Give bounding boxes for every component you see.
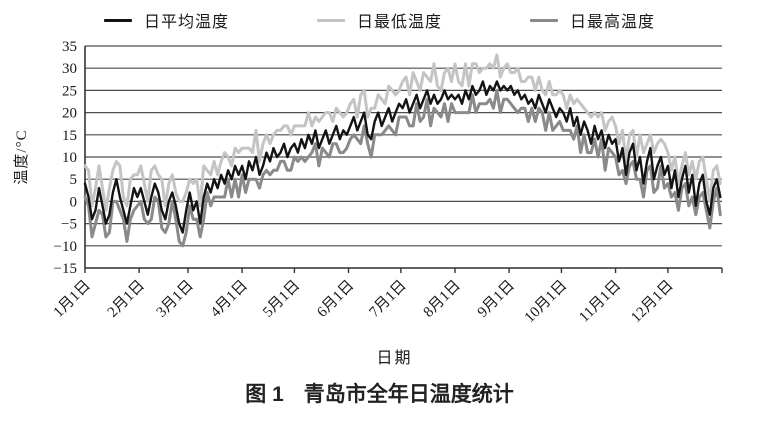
svg-text:−10: −10: [54, 239, 77, 255]
svg-text:11月1日: 11月1日: [576, 278, 624, 326]
axes: [84, 46, 723, 273]
series-line-0: [83, 80, 722, 234]
svg-text:9月1日: 9月1日: [475, 278, 518, 321]
series-line-2: [83, 88, 722, 248]
svg-text:20: 20: [62, 106, 77, 122]
legend-item-avg: 日平均温度: [103, 8, 229, 32]
avg-line-swatch: [103, 18, 132, 22]
svg-text:−5: −5: [61, 217, 77, 233]
svg-text:5月1日: 5月1日: [260, 278, 303, 321]
svg-text:2月1日: 2月1日: [105, 278, 148, 321]
x-tick-labels: 1月1日 2月1日 3月1日 4月1日 5月1日 6月1日 7月1日 8月1日 9月1日 10月1…: [51, 278, 677, 326]
svg-text:25: 25: [62, 83, 77, 99]
svg-text:8月1日: 8月1日: [421, 278, 464, 321]
svg-text:15: 15: [62, 128, 77, 144]
series-line-1: [83, 53, 722, 212]
y-axis-title: 温度/°C: [14, 129, 30, 185]
svg-text:35: 35: [62, 39, 77, 55]
svg-text:5: 5: [70, 172, 78, 188]
figure-number: 图 1: [245, 383, 284, 406]
svg-text:1月1日: 1月1日: [51, 278, 94, 321]
legend-label-min: 日最低温度: [356, 14, 442, 31]
legend-label-avg: 日平均温度: [143, 14, 229, 31]
chart-legend: 日平均温度 日最低温度 日最高温度: [0, 8, 759, 32]
svg-text:4月1日: 4月1日: [208, 278, 251, 321]
min-line-swatch: [316, 18, 345, 22]
svg-text:10: 10: [62, 150, 77, 166]
svg-text:7月1日: 7月1日: [367, 278, 410, 321]
legend-item-max: 日最高温度: [530, 8, 655, 32]
svg-text:10月1日: 10月1日: [522, 278, 570, 326]
max-line-swatch: [530, 18, 558, 22]
svg-text:6月1日: 6月1日: [314, 278, 357, 321]
svg-text:−15: −15: [54, 261, 77, 277]
svg-text:3月1日: 3月1日: [154, 278, 197, 321]
figure-caption: 图 1 青岛市全年日温度统计: [0, 378, 759, 408]
svg-text:0: 0: [70, 194, 78, 210]
x-axis-title: 日期: [376, 350, 413, 367]
svg-text:12月1日: 12月1日: [628, 278, 676, 326]
svg-text:30: 30: [62, 61, 77, 77]
figure-title: 青岛市全年日温度统计: [303, 383, 514, 406]
y-tick-labels: 35 30 25 20 15 10 5 0 −5 −10 −15: [54, 39, 77, 277]
legend-item-min: 日最低温度: [316, 8, 442, 32]
legend-label-max: 日最高温度: [570, 14, 656, 31]
